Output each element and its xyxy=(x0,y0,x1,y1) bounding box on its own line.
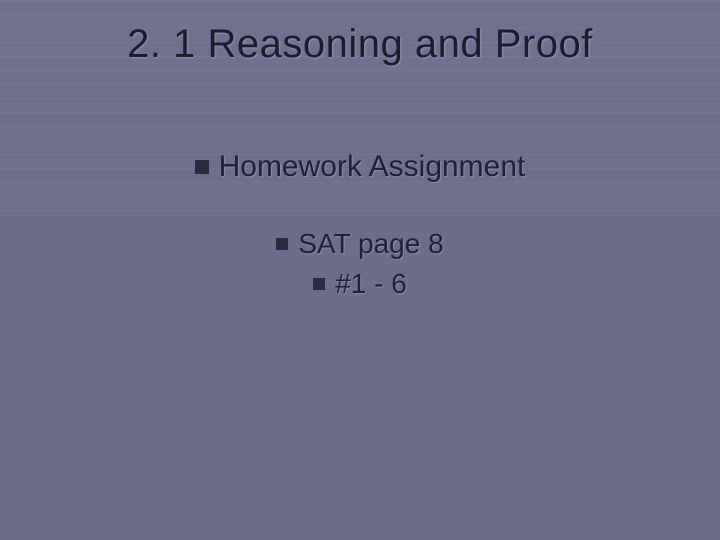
bullet-text-level-3: #1 - 6 xyxy=(335,268,407,300)
square-bullet-icon xyxy=(195,160,209,174)
slide-title: 2. 1 Reasoning and Proof xyxy=(0,22,720,67)
bullet-level-1: Homework Assignment xyxy=(0,150,720,184)
bullet-text-level-2: SAT page 8 xyxy=(298,228,443,260)
bullet-level-3: #1 - 6 xyxy=(0,268,720,300)
bullet-level-2: SAT page 8 xyxy=(0,228,720,260)
bullet-text-level-1: Homework Assignment xyxy=(219,150,526,184)
square-bullet-icon xyxy=(276,238,288,250)
slide: 2. 1 Reasoning and Proof Homework Assign… xyxy=(0,0,720,540)
slide-body: Homework Assignment SAT page 8 #1 - 6 xyxy=(0,150,720,344)
square-bullet-icon xyxy=(313,278,325,290)
